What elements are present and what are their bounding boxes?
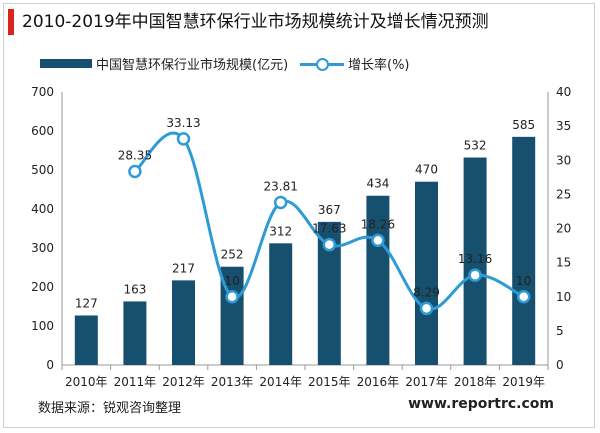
bar (415, 181, 438, 365)
bar-value-label: 367 (318, 203, 341, 217)
bar (74, 315, 98, 365)
y-right-tick-label: 10 (556, 290, 571, 304)
legend: 中国智慧环保行业市场规模(亿元) 增长率(%) (0, 54, 600, 73)
growth-rate-label: 10 (516, 274, 531, 288)
growth-rate-line (133, 131, 525, 311)
y-right-tick-label: 40 (556, 85, 571, 99)
legend-label-growth-rate: 增长率(%) (348, 58, 410, 73)
x-tick-label: 2011年 (114, 375, 157, 389)
bar-value-label: 163 (123, 282, 146, 296)
bar-value-label: 217 (172, 261, 195, 275)
y-right-tick-label: 25 (556, 187, 571, 201)
title-accent-bar (8, 9, 14, 35)
y-right-tick-label: 35 (556, 119, 571, 133)
bar (512, 136, 536, 365)
growth-rate-label: 17.63 (312, 222, 346, 236)
bar (269, 243, 293, 365)
x-tick-label: 2019年 (502, 375, 545, 389)
growth-rate-label: 28.35 (118, 149, 152, 163)
bar-value-label: 127 (75, 296, 98, 310)
x-tick-label: 2010年 (65, 375, 108, 389)
growth-rate-point (468, 268, 482, 282)
x-tick-label: 2016年 (357, 375, 400, 389)
x-tick-label: 2012年 (162, 375, 205, 389)
y-left-tick-label: 400 (31, 202, 54, 216)
bar (463, 157, 487, 365)
bar-value-label: 532 (464, 139, 487, 153)
growth-rate-label: 10 (224, 274, 239, 288)
growth-rate-label: 33.13 (166, 116, 200, 130)
x-tick-label: 2014年 (259, 375, 302, 389)
bar-value-label: 434 (366, 177, 389, 191)
bar (123, 301, 147, 365)
y-right-tick-label: 30 (556, 153, 571, 167)
bar-value-label: 470 (415, 163, 438, 177)
bar-value-label: 252 (221, 248, 244, 262)
y-left-tick-label: 500 (31, 163, 54, 177)
growth-rate-point (419, 301, 434, 316)
growth-rate-label: 18.26 (361, 217, 395, 231)
growth-rate-label: 8.29 (413, 285, 440, 299)
growth-rate-label: 13.16 (458, 252, 492, 266)
growth-rate-point (273, 195, 288, 210)
x-tick-label: 2015年 (308, 375, 351, 389)
y-left-tick-label: 700 (31, 85, 54, 99)
growth-rate-point (128, 164, 142, 179)
data-source: 数据来源：锐观咨询整理 (38, 401, 182, 416)
bar (172, 280, 195, 365)
y-right-tick-label: 5 (556, 324, 564, 338)
growth-rate-point (176, 132, 191, 146)
bar-value-label: 585 (512, 118, 535, 132)
growth-rate-label: 23.81 (264, 179, 298, 193)
growth-rate-point (516, 290, 531, 304)
y-left-tick-label: 100 (31, 319, 54, 333)
legend-swatch-bar (40, 59, 92, 68)
y-left-tick-label: 200 (31, 280, 54, 294)
y-right-tick-label: 0 (556, 358, 564, 372)
y-left-tick-label: 300 (31, 241, 54, 255)
y-right-tick-label: 20 (556, 222, 571, 236)
x-tick-label: 2013年 (211, 375, 254, 389)
x-tick-label: 2018年 (454, 375, 497, 389)
chart-title: 2010-2019年中国智慧环保行业市场规模统计及增长情况预测 (22, 12, 489, 32)
bar (317, 221, 341, 365)
legend-item-growth-rate: 增长率(%) (300, 54, 410, 73)
bar-value-label: 312 (269, 224, 292, 238)
growth-rate-point (322, 237, 337, 252)
y-right-tick-label: 15 (556, 256, 571, 270)
y-left-tick-label: 600 (31, 124, 54, 138)
growth-rate-point (371, 233, 385, 248)
growth-rate-point (225, 290, 239, 304)
legend-label-market-size: 中国智慧环保行业市场规模(亿元) (96, 58, 289, 73)
website-url: www.reportrc.com (408, 396, 554, 412)
chart-frame (3, 3, 595, 428)
y-left-tick-label: 0 (46, 358, 54, 372)
legend-swatch-line (300, 57, 344, 71)
x-tick-label: 2017年 (405, 375, 448, 389)
legend-item-market-size: 中国智慧环保行业市场规模(亿元) (40, 54, 288, 73)
